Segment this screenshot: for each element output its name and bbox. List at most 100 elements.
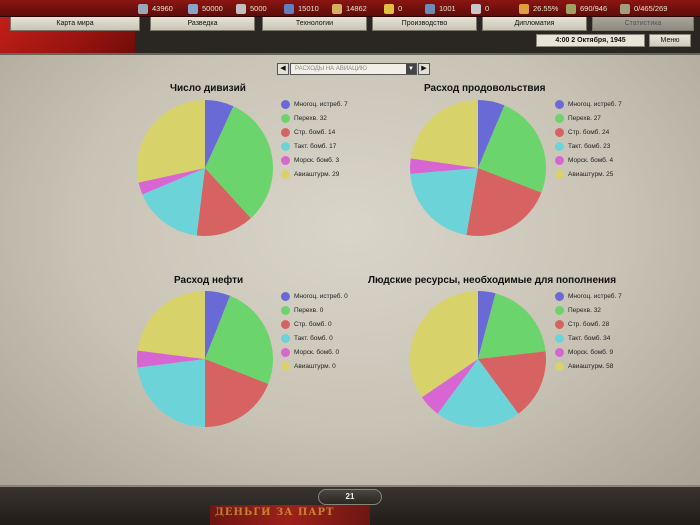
next-arrow-button[interactable]: ▶ [418, 63, 430, 75]
legend-item: Морск. бомб. 0 [281, 345, 348, 359]
legend-oil: Многоц. истреб. 0 Перехв. 0 Стр. бомб. 0 Та… [281, 289, 348, 373]
legend-item: Такт. бомб. 0 [281, 331, 348, 345]
resource-oil[interactable]: 15010 [284, 2, 319, 15]
tab-statistics[interactable]: Статистика [592, 17, 694, 31]
chart-title-divisions: Число дивизий [170, 83, 246, 94]
legend-swatch [281, 99, 290, 109]
legend-item: Многоц. истреб. 0 [281, 289, 348, 303]
legend-swatch [281, 347, 290, 357]
legend-swatch [281, 291, 290, 301]
legend-item: Авиаштурм. 25 [555, 167, 622, 181]
tab-production[interactable]: Производство [372, 17, 477, 31]
pie-slice [137, 359, 205, 427]
legend-label: Перехв. 0 [294, 306, 324, 314]
legend-label: Перехв. 32 [294, 114, 327, 122]
legend-item: Перехв. 0 [281, 303, 348, 317]
gear-icon [138, 3, 148, 14]
resource-crossed-swords[interactable]: 0 [471, 2, 489, 15]
legend-label: Стр. бомб. 14 [294, 128, 336, 136]
resource-value: 690/946 [580, 4, 608, 13]
tab-world-map[interactable]: Карта мира [10, 17, 140, 31]
legend-label: Такт. бомб. 34 [568, 334, 611, 342]
legend-item: Такт. бомб. 17 [281, 139, 348, 153]
statistics-panel [0, 53, 700, 485]
resource-flame[interactable]: 26.55% [519, 2, 558, 15]
pie-slice [478, 105, 546, 193]
legend-label: Такт. бомб. 17 [294, 142, 337, 150]
tab-intelligence[interactable]: Разведка [150, 17, 255, 31]
pie-slice [137, 350, 205, 368]
pie-chart-oil [137, 291, 273, 427]
main-tabs: Карта мира Разведка Технологии Производс… [0, 17, 700, 33]
menu-button[interactable]: Меню [649, 34, 691, 47]
legend-item: Такт. бомб. 23 [555, 139, 622, 153]
legend-swatch [555, 155, 564, 165]
resource-value: 15010 [298, 4, 319, 13]
resource-value: 5000 [250, 4, 267, 13]
legend-label: Стр. бомб. 28 [568, 320, 610, 328]
legend-swatch [281, 155, 290, 165]
legend-label: Многоц. истреб. 7 [568, 100, 622, 108]
legend-label: Авиаштурм. 0 [294, 362, 336, 370]
statistics-dropdown[interactable]: РАСХОДЫ НА АВИАЦИЮ ▼ [290, 63, 417, 75]
resource-value: 0/465/269 [634, 4, 668, 13]
legend-label: Авиаштурм. 58 [568, 362, 614, 370]
tab-technology[interactable]: Технологии [262, 17, 367, 31]
legend-label: Морск. бомб. 0 [294, 348, 340, 356]
legend-swatch [281, 141, 290, 151]
pie-slice [421, 359, 478, 414]
pie-slice [138, 168, 205, 195]
legend-swatch [281, 127, 290, 137]
legend-label: Перехв. 27 [568, 114, 601, 122]
pie-slice [205, 291, 231, 359]
legend-item: Стр. бомб. 0 [281, 317, 348, 331]
legend-item: Многоц. истреб. 7 [555, 97, 622, 111]
legend-label: Такт. бомб. 0 [294, 334, 333, 342]
legend-item: Такт. бомб. 34 [555, 331, 622, 345]
resource-supplies[interactable]: 14862 [332, 2, 367, 15]
legend-item: Многоц. истреб. 7 [555, 289, 622, 303]
manpower-icon [425, 3, 435, 14]
chart-title-manpower: Людские ресурсы, необходимые для пополне… [368, 275, 617, 286]
legend-label: Авиаштурм. 25 [568, 170, 614, 178]
game-date: 4:00 2 Октября, 1945 [536, 34, 645, 47]
legend-label: Такт. бомб. 23 [568, 142, 611, 150]
legend-item: Многоц. истреб. 7 [281, 97, 348, 111]
pie-slice [478, 100, 505, 168]
money-icon [384, 3, 394, 14]
resource-gear[interactable]: 43960 [138, 2, 173, 15]
legend-swatch [281, 319, 290, 329]
banner-text: ДЕНЬГИ ЗА ПАРТ [215, 507, 335, 518]
legend-item: Авиаштурм. 58 [555, 359, 622, 373]
tab-diplomacy[interactable]: Дипломатия [482, 17, 587, 31]
resource-money[interactable]: 0 [384, 2, 402, 15]
pie-chart-food [410, 100, 546, 236]
pie-slice [437, 359, 519, 427]
wave-icon [188, 3, 198, 14]
legend-item: Перехв. 32 [281, 111, 348, 125]
resource-tank[interactable]: 690/946 [566, 2, 607, 15]
resource-wave[interactable]: 50000 [188, 2, 223, 15]
rifle-icon [620, 3, 630, 14]
flame-icon [519, 3, 529, 14]
legend-divisions: Многоц. истреб. 7 Перехв. 32 Стр. бомб. 14… [281, 97, 348, 181]
resource-value: 0 [485, 4, 490, 13]
legend-swatch [555, 291, 564, 301]
legend-label: Морск. бомб. 9 [568, 348, 614, 356]
resource-rifle[interactable]: 0/465/269 [620, 2, 667, 15]
legend-swatch [281, 361, 290, 371]
pie-slice [196, 168, 251, 236]
legend-label: Многоц. истреб. 7 [568, 292, 622, 300]
legend-label: Морск. бомб. 4 [568, 156, 614, 164]
legend-swatch [281, 305, 290, 315]
chevron-down-icon[interactable]: ▼ [406, 64, 416, 74]
oil-icon [284, 3, 294, 14]
resource-bar: 43960 50000 5000 15010 14862 0 1001 0 26.55% 690/… [0, 0, 700, 17]
resource-value: 14862 [346, 4, 367, 13]
resource-metal[interactable]: 5000 [236, 2, 267, 15]
resource-manpower[interactable]: 1001 [425, 2, 456, 15]
resource-value: 1001 [439, 4, 456, 13]
legend-manpower: Многоц. истреб. 7 Перехв. 32 Стр. бомб. 28… [555, 289, 622, 373]
pie-slice [478, 291, 496, 359]
prev-arrow-button[interactable]: ◀ [277, 63, 289, 75]
